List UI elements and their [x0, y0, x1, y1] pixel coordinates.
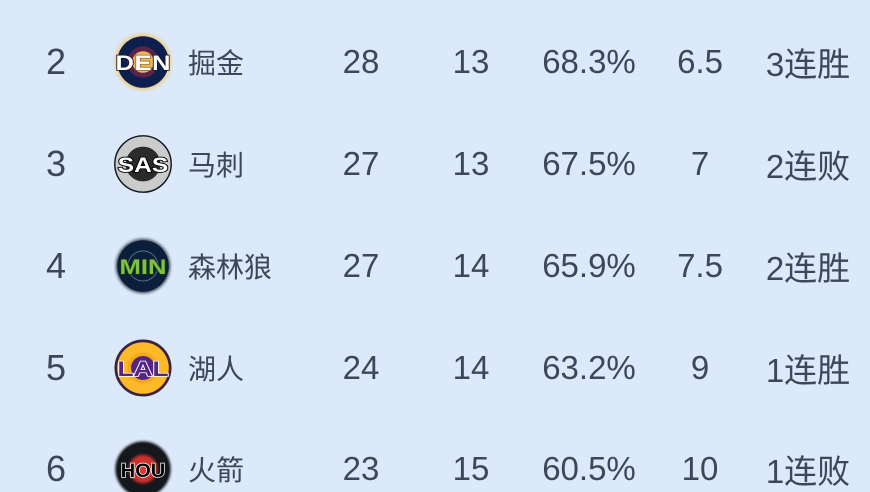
svg-text:HOU: HOU	[121, 460, 165, 482]
svg-text:E: E	[134, 51, 151, 74]
svg-text:N: N	[152, 51, 170, 74]
svg-text:SAS: SAS	[118, 154, 168, 177]
svg-text:D: D	[115, 51, 133, 74]
svg-text:MIN: MIN	[120, 255, 167, 278]
svg-text:LAL: LAL	[117, 357, 168, 381]
